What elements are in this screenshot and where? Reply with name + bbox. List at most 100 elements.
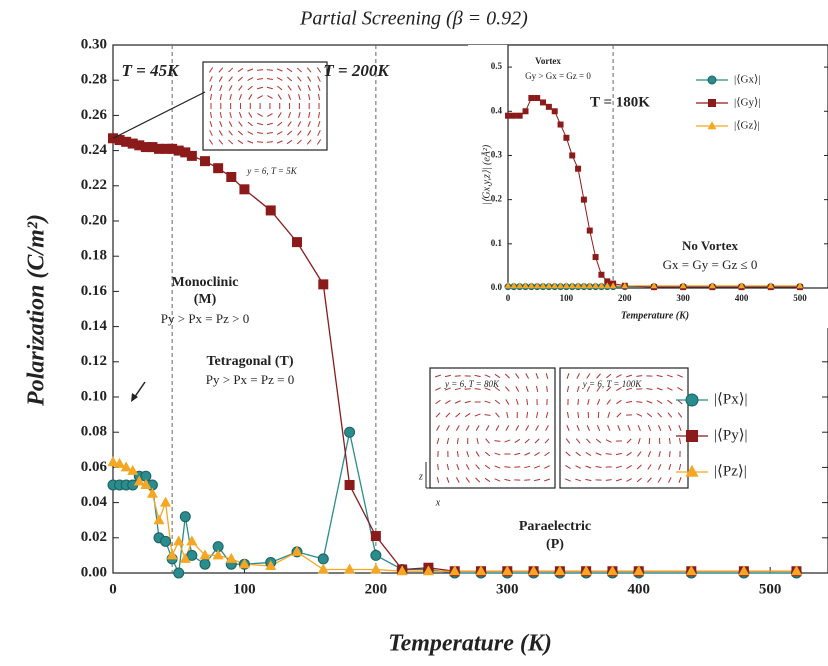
dipole [657, 477, 662, 483]
dipole [658, 450, 661, 458]
marker [568, 282, 576, 289]
dipole [495, 425, 500, 431]
dipole [455, 412, 461, 418]
dipole [605, 439, 612, 443]
dipole [219, 93, 222, 101]
annotation: T = 45K [122, 61, 181, 80]
y-tick-label: 0.5 [491, 61, 503, 71]
dipole [219, 121, 223, 127]
marker [606, 565, 618, 576]
marker [147, 142, 158, 153]
dipole [485, 425, 490, 431]
dipole [637, 451, 642, 457]
marker [114, 135, 125, 146]
dipole [257, 122, 264, 126]
annotation: Paraelectric [519, 519, 591, 534]
dipole [656, 374, 663, 378]
dipole [504, 439, 511, 443]
dipole [494, 399, 501, 405]
dipole [627, 425, 631, 431]
dipole [534, 438, 540, 444]
marker [292, 237, 303, 248]
dipole [286, 76, 293, 82]
pointer-arrow [133, 381, 146, 399]
dipole [484, 400, 491, 404]
dipole [475, 477, 481, 483]
dipole [306, 67, 312, 73]
dipole [464, 412, 471, 418]
x-tick-label: 200 [365, 581, 388, 597]
dipole [514, 452, 521, 456]
snapshot-connector [112, 91, 206, 139]
y-tick-label: 0.22 [81, 177, 107, 193]
dipole [657, 412, 663, 418]
marker [186, 150, 197, 161]
dipole [668, 425, 672, 431]
dipole [316, 139, 322, 145]
annotation: Py > Px = Pz > 0 [161, 311, 249, 326]
dipole [545, 411, 549, 419]
x-tick-label: 0 [109, 581, 117, 597]
dipole [656, 387, 663, 391]
dipole [484, 414, 491, 416]
marker [212, 549, 224, 560]
marker [475, 565, 487, 576]
dipole [466, 450, 470, 458]
dipole [476, 437, 479, 445]
y-tick-label: 0.00 [81, 564, 107, 580]
dipole [288, 112, 292, 118]
dipole [525, 386, 529, 392]
dipole [318, 93, 320, 101]
dipole [287, 85, 292, 91]
dipole [267, 95, 273, 99]
dipole [266, 69, 273, 71]
dipole [606, 386, 612, 392]
dipole [535, 411, 539, 419]
dipole [566, 411, 570, 419]
dipole [577, 411, 580, 419]
dipole [615, 478, 622, 482]
marker [370, 531, 381, 542]
dipole [637, 437, 641, 445]
dipole [494, 452, 501, 456]
dipole [626, 387, 633, 391]
dipole [238, 121, 243, 127]
annotation: Monoclinic [172, 275, 239, 290]
marker [557, 282, 564, 289]
dipole [297, 85, 302, 91]
dipole [647, 425, 652, 431]
dipole [565, 451, 571, 457]
marker [679, 282, 687, 289]
y-tick-label: 0.04 [81, 494, 108, 510]
dipole [595, 438, 602, 444]
marker [528, 565, 540, 576]
dipole [228, 85, 233, 91]
dipole [575, 451, 581, 457]
marker [154, 143, 165, 154]
marker [225, 552, 237, 563]
dipole [616, 412, 622, 418]
annotation: Py > Px = Pz = 0 [206, 372, 294, 387]
dipole [276, 131, 283, 135]
marker [551, 108, 558, 115]
dipole [515, 398, 519, 406]
marker [707, 121, 717, 130]
dipole [210, 111, 212, 119]
marker [504, 282, 512, 289]
dipole [636, 477, 642, 483]
dipole [565, 478, 571, 482]
marker [709, 282, 716, 289]
dipole [606, 373, 612, 379]
marker [574, 282, 582, 289]
dipole [238, 94, 242, 100]
dipole [456, 437, 459, 445]
marker [522, 108, 529, 115]
dipole [317, 76, 321, 82]
dipole [475, 464, 480, 470]
dipole [626, 451, 632, 457]
marker [510, 112, 517, 119]
dipole [585, 465, 592, 469]
dipole [247, 85, 253, 91]
dipole [636, 464, 642, 470]
